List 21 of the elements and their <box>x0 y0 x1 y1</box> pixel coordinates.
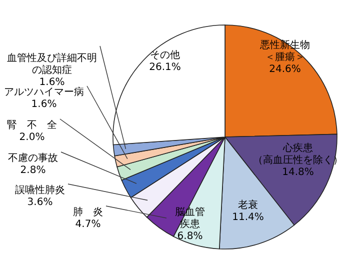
data-label: 1.6% <box>31 99 57 110</box>
slice-label: 肺 炎 <box>73 206 103 218</box>
slice-label: アルツハイマー病 <box>4 86 84 98</box>
data-label: 3.6% <box>27 197 53 208</box>
data-label: 6.8% <box>177 231 203 242</box>
slice-label: 誤嚥性肺炎 <box>15 184 65 196</box>
slice-label: 血管性及び詳細不明の認知症 <box>7 52 97 76</box>
data-label: 26.1% <box>149 62 181 73</box>
data-label: 14.8% <box>282 167 314 178</box>
data-label: 4.7% <box>75 219 101 230</box>
slice-label: 不慮の事故 <box>8 152 58 164</box>
slice-label: 心疾患（高血圧性を除く） <box>253 142 343 166</box>
data-label: 11.4% <box>232 212 264 223</box>
slice-label: その他 <box>150 49 180 61</box>
data-label: 24.6% <box>269 64 301 75</box>
data-label: 1.6% <box>39 77 65 88</box>
data-label: 2.8% <box>20 165 46 176</box>
slice-label: 悪性新生物＜腫瘍＞ <box>259 39 310 63</box>
slice-label: 腎 不 全 <box>7 119 57 131</box>
data-label: 2.0% <box>19 132 45 143</box>
slice-label: 老衰 <box>238 199 258 211</box>
